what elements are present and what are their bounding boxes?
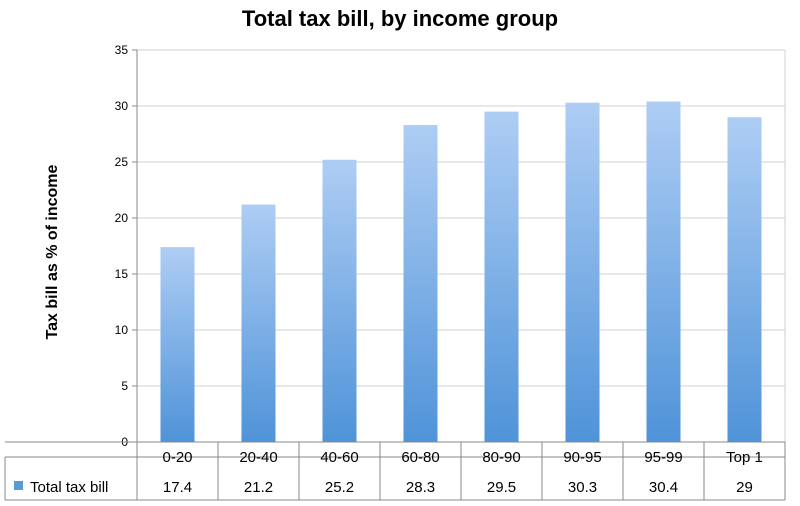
bar-60-80 [403,125,438,442]
category-label: 0-20 [162,449,192,466]
category-label: 90-95 [563,449,601,466]
category-label: 80-90 [482,449,520,466]
bar-20-40 [241,204,276,442]
legend-swatch [14,481,23,490]
bar-90-95 [565,102,600,442]
data-label: 17.4 [163,479,192,496]
bar-0-20 [160,247,195,442]
data-label: 29.5 [487,479,516,496]
grid-layer [132,49,786,443]
chart-title: Total tax bill, by income group [241,6,559,31]
y-tick-label: 10 [115,323,129,337]
y-tick-label: 5 [121,379,128,393]
category-label: 20-40 [239,449,277,466]
data-label: 29 [736,479,753,496]
bar-top-1 [727,117,762,442]
category-label: 60-80 [401,449,439,466]
data-label: 28.3 [406,479,435,496]
data-label: 30.3 [568,479,597,496]
y-tick-label: 30 [115,99,129,113]
y-tick-label: 25 [115,155,129,169]
category-label: 40-60 [320,449,358,466]
legend-label: Total tax bill [30,479,108,496]
data-label: 30.4 [649,479,678,496]
bars-layer [160,101,762,443]
data-label: 21.2 [244,479,273,496]
y-tick-label: 20 [115,211,129,225]
y-tick-label: 15 [115,267,129,281]
bar-40-60 [322,159,357,442]
data-label: 25.2 [325,479,354,496]
bar-80-90 [484,111,519,442]
category-label: Top 1 [726,449,763,466]
data-table: 0-20 17.4 20-40 21.2 40-60 25.2 60-80 28.3 80-90… [4,441,786,501]
category-label: 95-99 [644,449,682,466]
bar-95-99 [646,101,681,443]
y-tick-label: 35 [115,43,129,57]
